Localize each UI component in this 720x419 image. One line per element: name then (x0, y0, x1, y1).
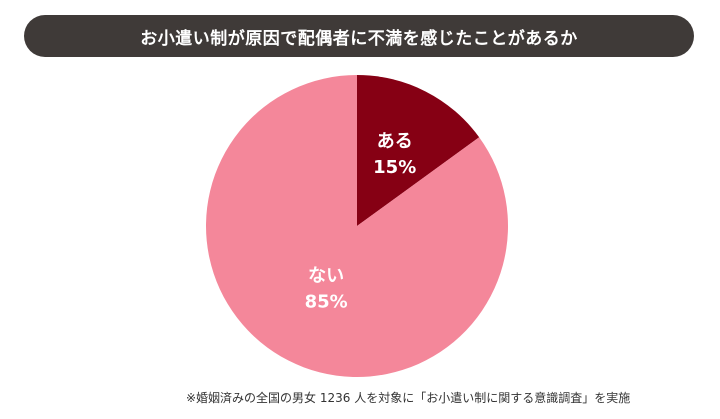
pie-slice-0 (357, 75, 480, 226)
slice-value-label-0: 15% (373, 157, 416, 178)
slice-name-label-0: ある (377, 131, 413, 152)
chart-title: お小遣い制が原因で配偶者に不満を感じたことがあるか (140, 28, 578, 49)
slice-name-label-1: ない (308, 266, 344, 287)
slice-value-label-1: 85% (305, 292, 348, 313)
pie-slice-1 (205, 75, 508, 377)
chart-title-bar: お小遣い制が原因で配偶者に不満を感じたことがあるか (24, 15, 694, 57)
footnote: ※婚姻済みの全国の男女 1236 人を対象に「お小遣い制に関する意識調査」を実施 (186, 391, 631, 405)
